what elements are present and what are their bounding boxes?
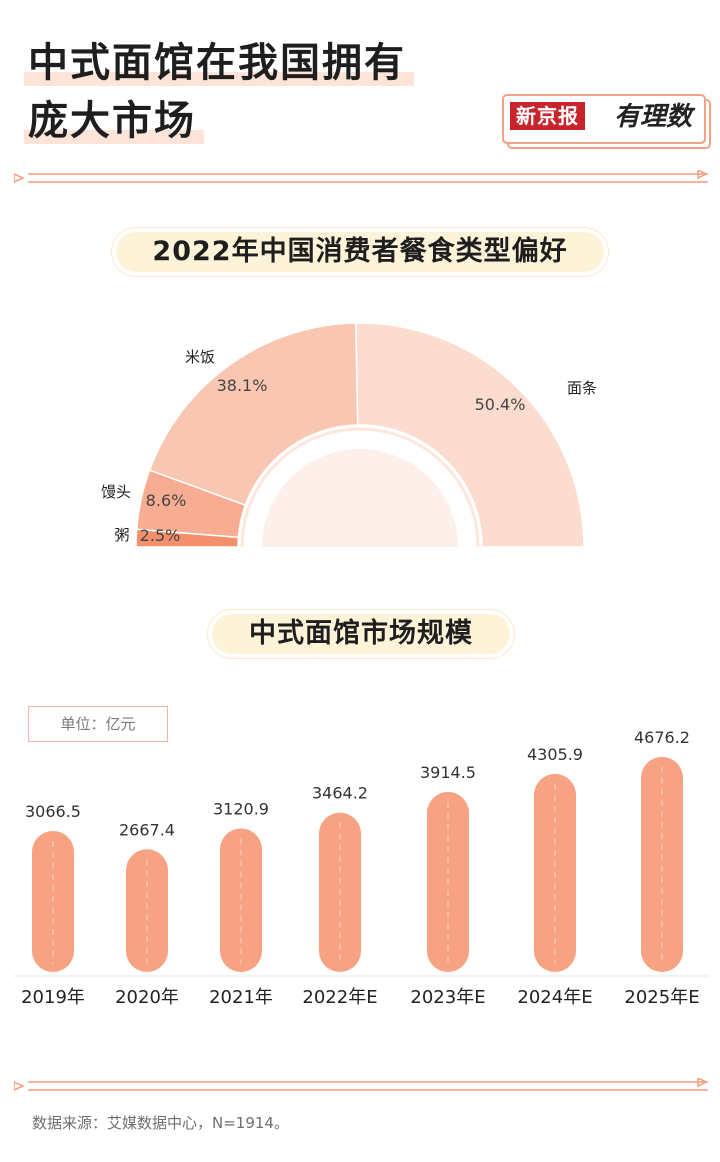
- top-divider: [14, 170, 708, 183]
- slice-value-label: 50.4%: [475, 395, 526, 414]
- bar-value-label: 3464.2: [312, 784, 368, 803]
- x-tick-label: 2020年: [115, 987, 179, 1008]
- x-tick-label: 2025年E: [624, 987, 699, 1008]
- bottom-divider: [14, 1078, 708, 1091]
- donut-slice-0: [354, 322, 585, 548]
- title-highlight: [24, 72, 414, 86]
- title-highlight: [24, 130, 204, 144]
- donut-center-disc: [262, 449, 458, 547]
- market-size-bar-chart: 3066.5 2019年 2667.4 2020年 3120.9 2021年 3464.2 2…: [14, 728, 708, 1008]
- slice-name-label: 馒头: [101, 483, 131, 501]
- page-title-line-1: 中式面馆在我国拥有: [24, 30, 414, 88]
- bar-value-label: 3120.9: [213, 799, 269, 818]
- donut-slice-3: [135, 528, 240, 548]
- data-source-note: 数据来源：艾媒数据中心，N=1914。: [32, 1114, 289, 1132]
- pie-chart-title-text: 2022年中国消费者餐食类型偏好: [152, 236, 568, 267]
- brand-logo: 新京报 有理数: [502, 94, 711, 149]
- bar-value-label: 4676.2: [634, 728, 690, 747]
- bar-chart-title: 中式面馆市场规模: [207, 609, 515, 659]
- bar-2020年: [126, 849, 168, 972]
- bar-2025年E: [641, 756, 683, 972]
- slice-value-label: 8.6%: [146, 491, 187, 510]
- slice-value-label: 2.5%: [140, 526, 181, 545]
- page-title-line-2: 庞大市场: [24, 88, 204, 146]
- bar-2021年: [220, 828, 262, 972]
- x-tick-label: 2023年E: [410, 987, 485, 1008]
- bar-value-label: 4305.9: [527, 745, 583, 764]
- x-tick-label: 2021年: [209, 987, 273, 1008]
- pie-chart-title: 2022年中国消费者餐食类型偏好: [111, 227, 609, 277]
- title-text-2: 庞大市场: [28, 98, 196, 144]
- bar-chart-title-text: 中式面馆市场规模: [249, 618, 473, 649]
- bar-value-label: 3914.5: [420, 763, 476, 782]
- slice-name-label: 米饭: [185, 348, 215, 366]
- donut-slice-1: [148, 322, 359, 507]
- unit-label: 单位：亿元: [28, 706, 168, 742]
- x-tick-label: 2022年E: [302, 987, 377, 1008]
- slice-name-label: 面条: [567, 379, 597, 397]
- bar-value-label: 3066.5: [25, 802, 81, 821]
- x-tick-label: 2024年E: [517, 987, 592, 1008]
- brand-logo-script: 有理数: [614, 102, 693, 132]
- slice-name-label: 粥: [114, 526, 129, 544]
- brand-logo-red-block: 新京报: [510, 102, 585, 130]
- donut-inner-ring: [240, 427, 480, 548]
- x-tick-label: 2019年: [21, 987, 85, 1008]
- title-text-1: 中式面馆在我国拥有: [28, 40, 406, 86]
- bar-value-label: 2667.4: [119, 820, 175, 839]
- slice-value-label: 38.1%: [217, 376, 268, 395]
